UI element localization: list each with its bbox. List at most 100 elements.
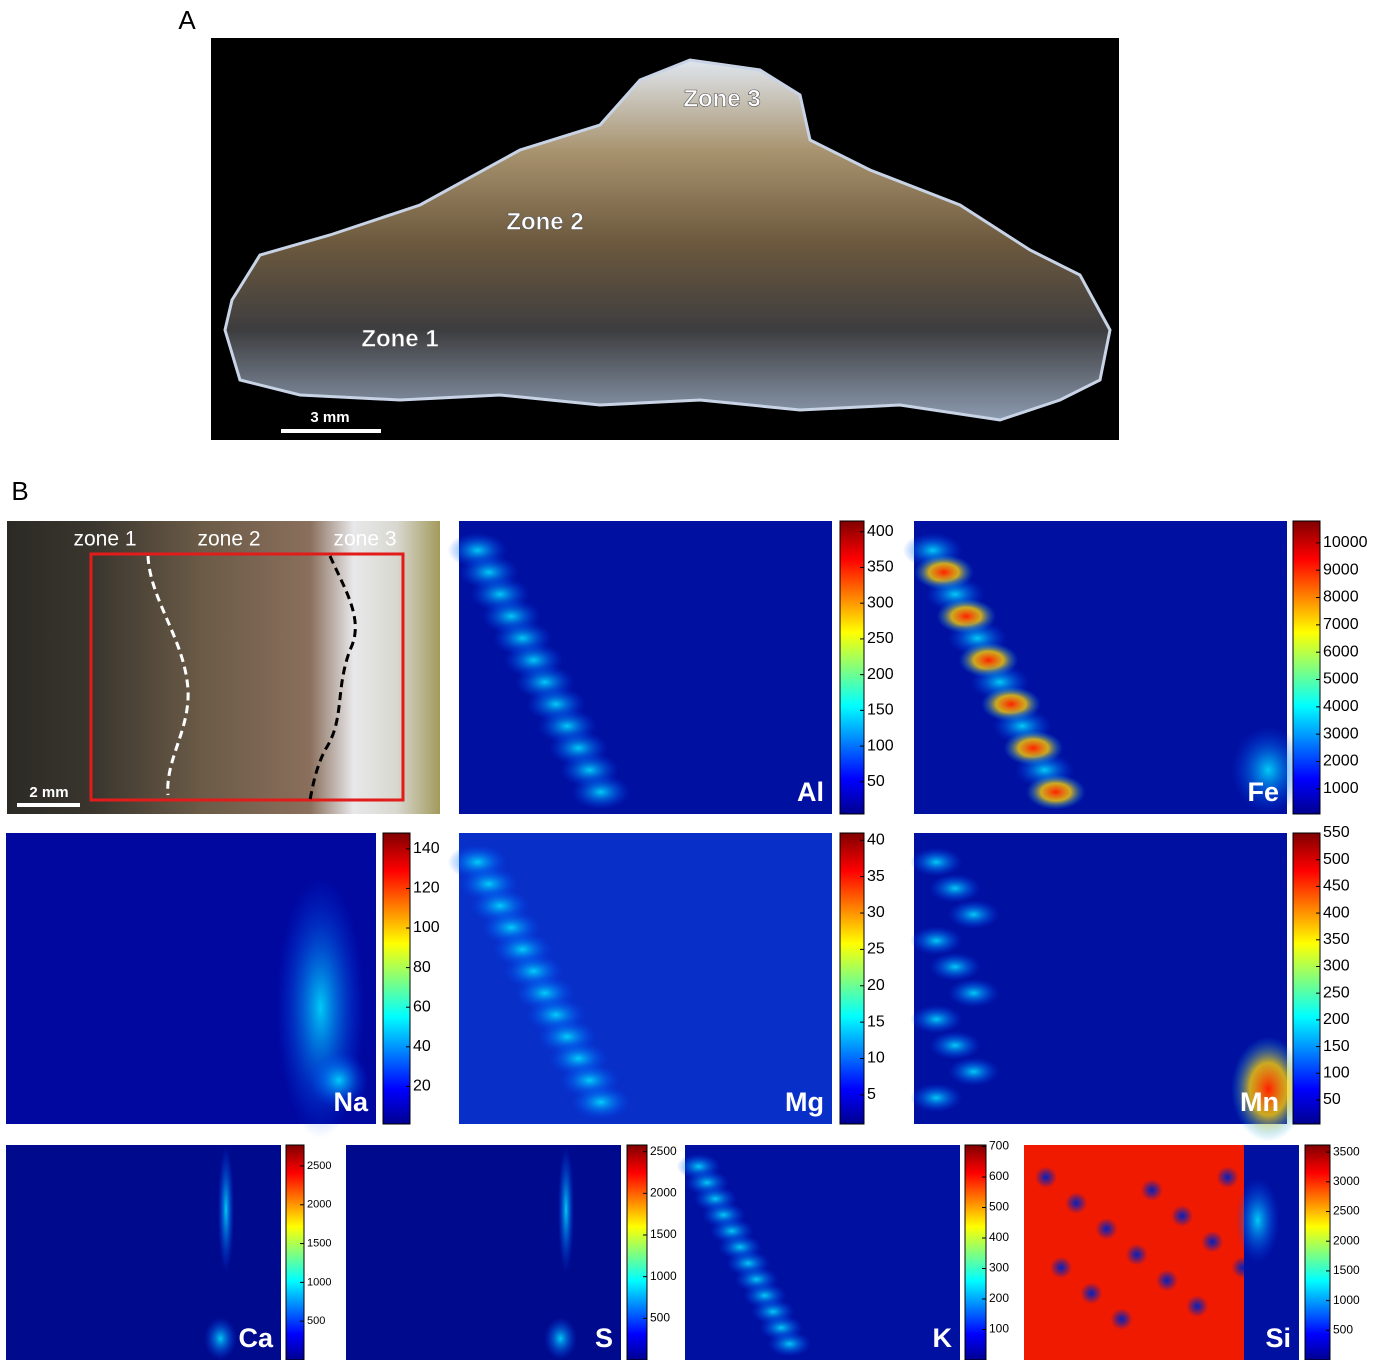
colorbar-tick-label: 140 — [413, 840, 440, 857]
figure: A Zone 3 Zone 2 Zone 1 3 mm B zone 1 zon… — [0, 0, 1383, 1360]
colorbar-tick-label: 6000 — [1323, 643, 1359, 660]
colorbar-tick-label: 100 — [1323, 1064, 1350, 1081]
colorbar-tick-label: 3000 — [1333, 1174, 1360, 1188]
map-texture — [1186, 1296, 1208, 1318]
colorbar-tick-label: 10 — [867, 1050, 885, 1067]
colorbar-tick-label: 25 — [867, 941, 885, 958]
colorbar-tick-label: 9000 — [1323, 561, 1359, 578]
colorbar-tick-label: 1000 — [307, 1276, 331, 1288]
colorbar-tick-label: 80 — [413, 959, 431, 976]
map-texture — [1126, 1244, 1148, 1266]
map-texture — [929, 952, 981, 981]
colorbar-tick-label: 5000 — [1323, 671, 1359, 688]
colorbar-tick-label: 7000 — [1323, 616, 1359, 633]
map-texture — [1096, 1218, 1118, 1240]
colorbar — [627, 1145, 647, 1360]
colorbar-tick-label: 2000 — [1323, 753, 1359, 770]
element-label: S — [595, 1323, 613, 1353]
colorbar-tick-label: 400 — [989, 1230, 1009, 1244]
map-texture — [1080, 1283, 1102, 1305]
colorbar-tick-label: 200 — [1323, 1011, 1350, 1028]
colorbar-tick-label: 200 — [867, 666, 894, 683]
map-texture — [768, 1331, 812, 1357]
map-texture — [1050, 1257, 1072, 1279]
colorbar-tick-label: 2000 — [650, 1186, 677, 1200]
map-texture — [910, 848, 962, 877]
map-texture — [558, 1145, 575, 1274]
colorbar-tick-label: 500 — [1333, 1322, 1353, 1336]
colorbar-tick-label: 450 — [1323, 878, 1350, 895]
colorbar-tick-label: 2500 — [307, 1160, 331, 1172]
colorbar-tick-label: 8000 — [1323, 589, 1359, 606]
colorbar-tick-label: 500 — [989, 1200, 1009, 1214]
element-label: Mn — [1240, 1087, 1279, 1117]
colorbar-tick-label: 100 — [413, 919, 440, 936]
map-texture — [571, 1085, 631, 1120]
colorbar — [286, 1145, 304, 1360]
colorbar-tick-label: 2500 — [650, 1144, 677, 1158]
element-label: Al — [797, 777, 824, 807]
colorbar-tick-label: 100 — [989, 1322, 1009, 1336]
colorbar-tick-label: 1500 — [1333, 1263, 1360, 1277]
colorbar-tick-label: 20 — [867, 977, 885, 994]
element-label: Mg — [785, 1087, 824, 1117]
zone-label: Zone 1 — [361, 325, 438, 352]
colorbar-tick-label: 15 — [867, 1013, 885, 1030]
map-texture — [910, 1005, 962, 1034]
map-texture — [1156, 1270, 1178, 1292]
colorbar-tick-label: 300 — [867, 594, 894, 611]
colorbar-tick-label: 10000 — [1323, 534, 1368, 551]
colorbar-tick-label: 60 — [413, 998, 431, 1015]
colorbar-tick-label: 500 — [1323, 851, 1350, 868]
map-texture — [948, 900, 1000, 929]
element-label: Na — [333, 1087, 368, 1117]
colorbar-tick-label: 35 — [867, 868, 885, 885]
map-texture — [1065, 1192, 1087, 1214]
element-label: Fe — [1247, 777, 1279, 807]
colorbar-tick-label: 1000 — [1333, 1293, 1360, 1307]
zone-label: zone 1 — [73, 528, 136, 551]
scale-label: 2 mm — [29, 784, 68, 801]
colorbar-tick-label: 2000 — [1333, 1233, 1360, 1247]
colorbar — [1305, 1145, 1330, 1360]
map-texture — [948, 1057, 1000, 1086]
map-texture — [218, 1145, 235, 1274]
map-texture — [929, 874, 981, 903]
colorbar-tick-label: 300 — [1323, 958, 1350, 975]
colorbar-tick-label: 700 — [989, 1139, 1009, 1153]
zone-label: Zone 3 — [683, 85, 760, 112]
map-texture — [204, 1317, 237, 1360]
map-texture — [1141, 1179, 1163, 1201]
colorbar-tick-label: 350 — [867, 559, 894, 576]
colorbar-tick-label: 50 — [867, 773, 885, 790]
colorbar — [1293, 833, 1320, 1124]
colorbar-tick-label: 3500 — [1333, 1144, 1360, 1158]
colorbar-tick-label: 150 — [867, 702, 894, 719]
colorbar-tick-label: 250 — [867, 630, 894, 647]
panel-label: B — [11, 476, 28, 506]
element-label: K — [933, 1323, 953, 1353]
map-texture — [1171, 1205, 1193, 1227]
colorbar-tick-label: 150 — [1323, 1038, 1350, 1055]
map-texture — [1026, 774, 1086, 809]
colorbar-tick-label: 100 — [867, 737, 894, 754]
colorbar-tick-label: 3000 — [1323, 725, 1359, 742]
colorbar-tick-label: 1000 — [1323, 780, 1359, 797]
colorbar-tick-label: 400 — [1323, 904, 1350, 921]
colorbar-tick-label: 40 — [413, 1038, 431, 1055]
map-texture — [571, 774, 631, 809]
colorbar-tick-label: 1500 — [307, 1237, 331, 1249]
colorbar-tick-label: 350 — [1323, 931, 1350, 948]
zone-label: zone 3 — [333, 528, 396, 551]
colorbar — [383, 833, 410, 1124]
element-label: Si — [1265, 1323, 1291, 1353]
map-texture — [929, 1031, 981, 1060]
colorbar-tick-label: 400 — [867, 523, 894, 540]
colorbar-tick-label: 120 — [413, 880, 440, 897]
map-texture — [1111, 1308, 1133, 1330]
colorbar-tick-label: 50 — [1323, 1091, 1341, 1108]
zone-label: zone 2 — [197, 528, 260, 551]
colorbar-tick-label: 250 — [1323, 984, 1350, 1001]
map-texture — [544, 1317, 577, 1360]
element-map — [346, 1145, 621, 1360]
